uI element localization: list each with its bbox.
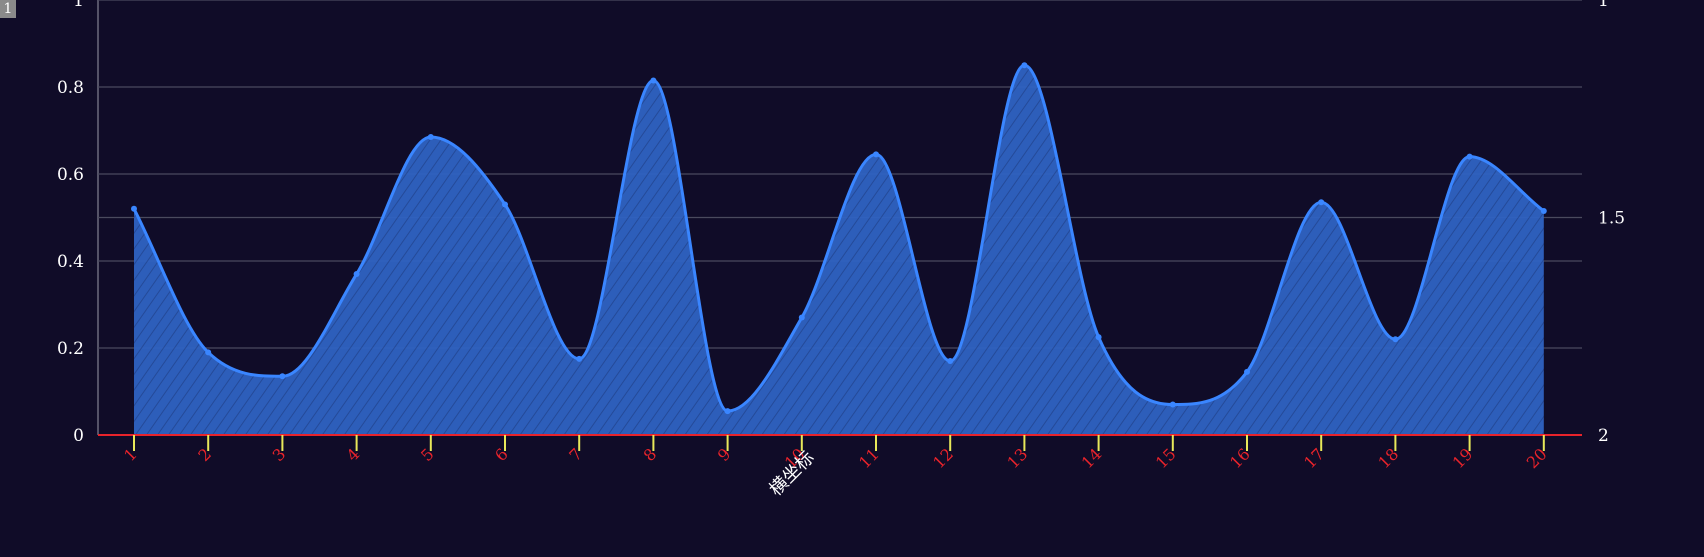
x-tick-label: 13 [1003,444,1031,472]
data-point [1244,368,1250,375]
x-tick-label: 15 [1152,444,1180,472]
corner-badge: 1 [0,0,16,18]
x-tick-label: 11 [855,444,883,472]
y-tick-label: 0.8 [57,78,84,98]
y-tick-label: 0.2 [57,339,84,359]
data-point [650,77,657,84]
series-line [132,63,1545,413]
x-tick-label: 14 [1078,444,1106,472]
data-point [1392,336,1399,343]
x-tick-label: 12 [929,444,957,472]
x-tick-label: 7 [565,444,586,465]
x-tick-label: 2 [194,444,215,465]
x-tick-label: 6 [491,444,512,465]
data-point [1540,207,1547,214]
series-area [134,65,1544,435]
y2-tick-label: 1.5 [1598,209,1625,229]
y2-tick-label: 1 [1598,0,1609,11]
x-tick-label: 19 [1449,444,1477,472]
x-tick-label: 4 [343,444,364,465]
data-point [1169,401,1176,408]
y-tick-label: 0.4 [57,252,84,272]
x-tick-label: 5 [417,444,438,465]
y2-tick-label: 2 [1598,426,1609,446]
data-point [576,355,583,362]
data-point [131,205,137,212]
x-tick-label: 18 [1374,444,1402,472]
data-point [205,349,212,356]
data-point [427,134,434,141]
y-tick-label: 1 [73,0,84,11]
data-point [1466,153,1473,160]
data-point [353,271,360,278]
data-point [1095,334,1102,341]
data-point [502,201,508,208]
data-point [1318,199,1325,206]
x-tick-label: 20 [1523,444,1551,472]
y-tick-label: 0.6 [57,165,84,185]
y-tick-label: 0 [73,426,84,446]
data-point [724,408,731,415]
data-point [798,314,805,321]
x-tick-label: 8 [640,444,661,465]
x-tick-label: 1 [120,444,141,465]
x-tick-label: 9 [714,444,735,465]
data-point [873,151,879,158]
x-tick-label: 17 [1300,444,1328,472]
x-tick-label: 3 [269,444,290,465]
x-tick-label: 16 [1226,444,1254,472]
data-point [279,373,286,380]
data-point [947,358,954,365]
data-point [1021,62,1028,69]
